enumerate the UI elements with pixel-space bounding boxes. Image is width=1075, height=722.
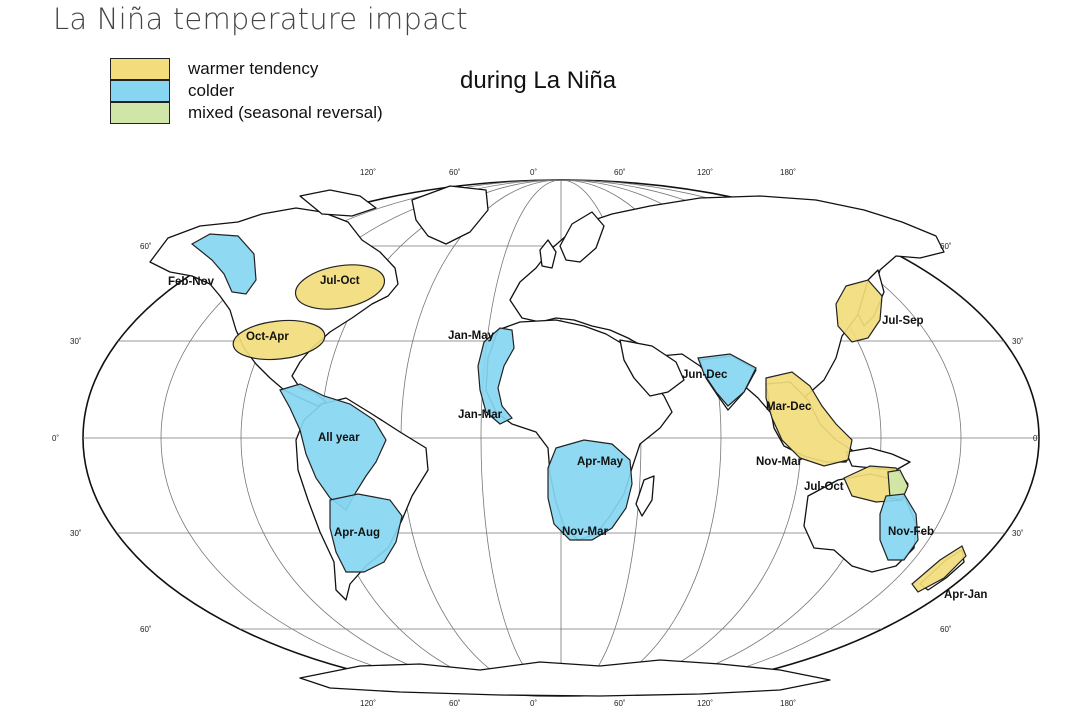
legend: warmer tendency colder mixed (seasonal r…: [110, 57, 383, 124]
lat-label-left: 60˚: [140, 625, 152, 634]
map-subtitle: during La Niña: [460, 67, 617, 94]
lat-label-right: 60˚: [940, 242, 952, 251]
legend-label-colder: colder: [188, 81, 235, 100]
region-feb-nov: [190, 233, 257, 295]
legend-item-mixed: mixed (seasonal reversal): [110, 101, 383, 124]
scandinavia: [559, 211, 605, 263]
region-label-apr-aug: Apr-Aug: [334, 527, 380, 539]
region-label-jul-oct-au: Jul-Oct: [804, 481, 844, 493]
region-label-apr-may: Apr-May: [577, 456, 624, 468]
legend-swatch-warmer: [110, 57, 170, 80]
lat-label-right: 0˚: [1033, 434, 1040, 443]
lon-label-bottom: 180˚: [780, 699, 796, 708]
longitude-labels-top: 120˚ 60˚ 0˚ 60˚ 120˚ 180˚: [360, 168, 796, 177]
lon-label-bottom: 60˚: [614, 699, 626, 708]
region-label-jun-dec: Jun-Dec: [682, 369, 728, 381]
greenland: [411, 185, 489, 245]
lon-label-bottom: 120˚: [360, 699, 376, 708]
lon-label-top: 0˚: [530, 168, 537, 177]
legend-label-warmer: warmer tendency: [188, 59, 319, 78]
lon-label-top: 60˚: [614, 168, 626, 177]
region-label-feb-nov: Feb-Nov: [168, 276, 215, 288]
region-nov-feb: [879, 493, 919, 561]
legend-item-colder: colder: [110, 79, 383, 102]
latitude-labels-right: 60˚ 30˚ 0˚ 30˚ 60˚: [940, 242, 1040, 634]
madagascar: [635, 475, 655, 517]
legend-swatch-mixed: [110, 101, 170, 124]
lat-label-left: 30˚: [70, 529, 82, 538]
antarctica: [299, 659, 831, 697]
lat-label-left: 0˚: [52, 434, 59, 443]
lat-label-left: 30˚: [70, 337, 82, 346]
region-label-jul-sep: Jul-Sep: [882, 315, 924, 327]
latitude-labels-left: 60˚ 30˚ 0˚ 30˚ 60˚: [52, 242, 152, 634]
region-label-nov-feb: Nov-Feb: [888, 526, 934, 538]
legend-item-warmer: warmer tendency: [110, 57, 383, 80]
region-label-apr-jan: Apr-Jan: [944, 589, 987, 601]
legend-swatch-colder: [110, 79, 170, 102]
lon-label-top: 120˚: [697, 168, 713, 177]
region-mixed: [887, 469, 909, 501]
region-apr-jan: [911, 545, 967, 593]
eurasia: [509, 195, 945, 413]
lon-label-top: 120˚: [360, 168, 376, 177]
lon-label-bottom: 0˚: [530, 699, 537, 708]
lon-label-top: 60˚: [449, 168, 461, 177]
impact-regions: [190, 233, 967, 593]
region-all-year: [279, 383, 387, 511]
region-label-mar-dec: Mar-Dec: [766, 401, 812, 413]
longitude-labels-bottom: 120˚ 60˚ 0˚ 60˚ 120˚ 180˚: [360, 699, 796, 708]
lat-label-left: 60˚: [140, 242, 152, 251]
region-jun-dec: [697, 353, 757, 407]
region-label-all-year: All year: [318, 432, 360, 444]
british-isles: [539, 239, 557, 269]
region-jul-oct-na: [294, 264, 386, 310]
region-oct-apr: [232, 319, 326, 361]
arctic-islands: [299, 189, 377, 217]
region-apr-aug: [329, 493, 403, 573]
region-label-oct-apr: Oct-Apr: [246, 331, 289, 343]
region-jul-sep: [835, 279, 883, 343]
region-labels: Feb-Nov Jul-Oct Oct-Apr All year Apr-Aug…: [168, 275, 987, 601]
lat-label-right: 30˚: [1012, 337, 1024, 346]
region-jan-may: [477, 327, 515, 425]
lat-label-right: 60˚: [940, 625, 952, 634]
region-label-jan-mar: Jan-Mar: [458, 409, 503, 421]
region-label-nov-mar-africa: Nov-Mar: [562, 526, 609, 538]
lat-label-right: 30˚: [1012, 529, 1024, 538]
region-mar-dec: [765, 371, 853, 467]
lon-label-top: 180˚: [780, 168, 796, 177]
indonesia-islands: [845, 447, 911, 471]
page-title: La Niña temperature impact: [53, 2, 468, 36]
lon-label-bottom: 60˚: [449, 699, 461, 708]
lon-label-bottom: 120˚: [697, 699, 713, 708]
region-label-jul-oct-na: Jul-Oct: [320, 275, 360, 287]
arabia: [619, 339, 685, 397]
region-apr-may: [547, 439, 633, 541]
legend-label-mixed: mixed (seasonal reversal): [188, 103, 383, 122]
region-label-nov-mar-asia: Nov-Mar: [756, 456, 803, 468]
region-label-jan-may: Jan-May: [448, 330, 495, 342]
